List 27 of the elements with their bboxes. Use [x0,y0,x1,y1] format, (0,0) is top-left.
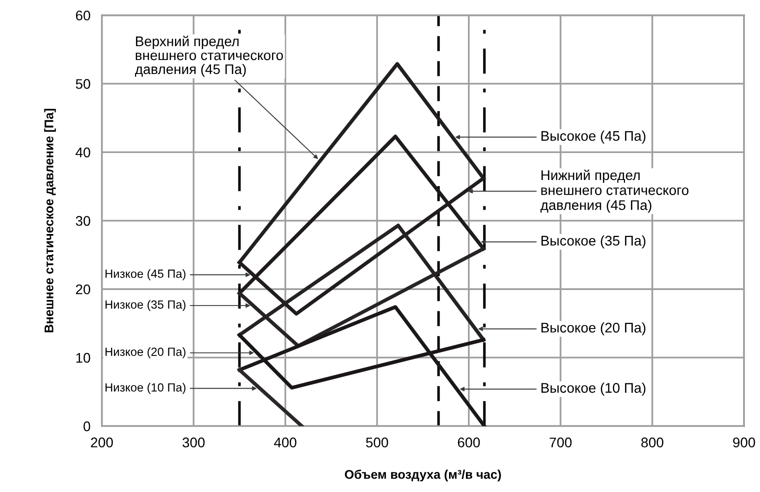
y-tick-label: 40 [76,148,90,158]
annotation: Низкое (10 Па) [106,382,186,394]
x-tick-label: 900 [733,438,756,448]
x-tick-label: 400 [274,438,296,448]
y-tick-label: 0 [84,421,90,432]
x-tick-label: 200 [90,438,113,448]
y-tick-label: 50 [76,79,90,89]
annotation: Низкое (20 Па) [106,347,186,358]
y-tick-label: 10 [76,352,90,363]
annotation: Нижний предел внешнего статического давления (45 Па) [540,170,688,213]
x-tick-label: 800 [641,438,664,448]
x-tick-label: 300 [182,438,205,448]
y-tick-label: 60 [76,10,90,20]
annotation: Высокое (20 Па) [542,322,646,336]
annotation: Высокое (10 Па) [542,382,646,396]
annotation: Высокое (45 Па) [542,130,646,144]
x-tick-label: 700 [550,438,572,448]
x-tick-label: 500 [366,438,388,448]
annotation: Высокое (35 Па) [542,235,646,248]
x-axis-title: Объем воздуха (м³/в час) [344,470,501,482]
y-tick-label: 20 [76,284,90,294]
y-tick-label: 30 [76,216,90,226]
annotation: Низкое (35 Па) [106,300,186,312]
y-axis-title: Внешнее статическое давление [Па] [44,108,56,332]
x-tick-label: 600 [458,438,480,448]
annotation: Низкое (45 Па) [106,269,186,280]
annotation: Верхний предел внешнего статического давления (45 Па) [135,36,283,77]
